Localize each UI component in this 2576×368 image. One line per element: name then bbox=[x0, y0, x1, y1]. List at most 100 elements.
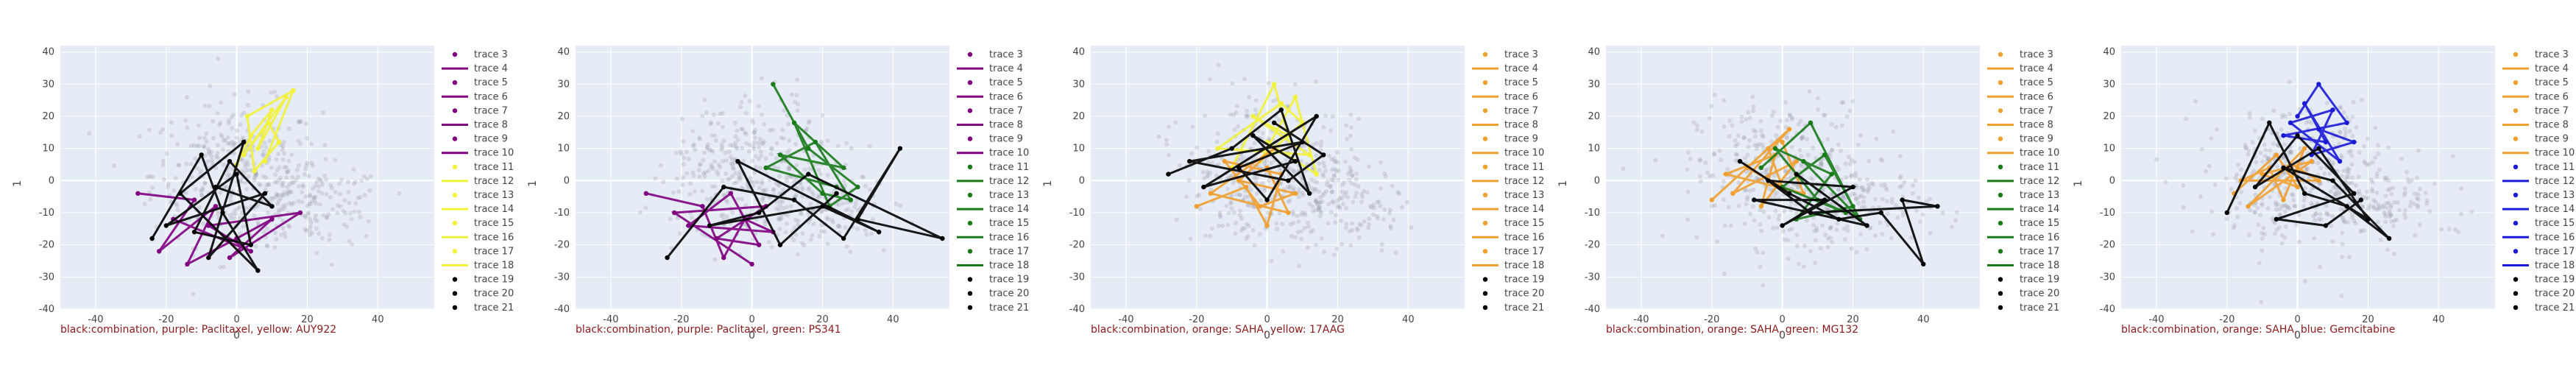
background-point bbox=[224, 185, 229, 189]
background-point bbox=[2371, 198, 2376, 203]
background-point bbox=[1722, 223, 1727, 228]
background-point bbox=[2370, 188, 2375, 194]
background-point bbox=[780, 199, 785, 205]
background-point bbox=[804, 126, 810, 131]
background-point bbox=[2371, 204, 2376, 209]
background-point bbox=[1797, 147, 1802, 152]
background-point bbox=[1798, 118, 1803, 124]
background-point bbox=[2259, 300, 2264, 305]
background-point bbox=[1310, 228, 1315, 233]
background-point bbox=[776, 183, 782, 188]
background-point bbox=[659, 163, 663, 168]
background-point bbox=[1833, 124, 1839, 130]
background-point bbox=[2252, 210, 2257, 215]
legend-label: trace 11 bbox=[1504, 162, 1544, 173]
background-point bbox=[795, 222, 800, 227]
background-point bbox=[1205, 169, 1210, 174]
scatter-chart-2[interactable]: -40 -20 0 20 40-40-30-20-1001020304001trace … bbox=[515, 0, 1030, 368]
background-point bbox=[684, 171, 690, 176]
x-axis-title: 0 bbox=[1264, 330, 1270, 342]
background-point bbox=[1759, 228, 1764, 233]
background-point bbox=[218, 265, 223, 269]
data-point-green bbox=[855, 184, 860, 190]
background-point bbox=[309, 141, 314, 146]
legend-marker bbox=[1998, 80, 2003, 85]
subplot-4: -40 -20 0 20 40 -40 -30 -20 -10 0 10 20 30 40 0 1 trace … bbox=[1546, 0, 2061, 368]
background-point bbox=[2262, 232, 2267, 237]
data-point-black bbox=[269, 204, 275, 209]
background-point bbox=[2260, 202, 2265, 208]
background-point bbox=[1818, 159, 1823, 164]
background-point bbox=[1902, 180, 1907, 185]
background-point bbox=[2309, 120, 2314, 125]
legend-label: trace 4 bbox=[2535, 63, 2569, 74]
data-point-black bbox=[1900, 197, 1905, 202]
legend-label: trace 19 bbox=[2535, 275, 2575, 286]
background-point bbox=[761, 141, 766, 146]
background-point bbox=[863, 227, 868, 233]
scatter-chart-5[interactable]: -40 -20 0 20 40-40-30-20-1001020304001trace … bbox=[2061, 0, 2576, 368]
background-point bbox=[1293, 235, 1298, 240]
background-point bbox=[1795, 185, 1800, 190]
background-point bbox=[210, 160, 215, 166]
background-point bbox=[2386, 200, 2391, 205]
background-point bbox=[720, 178, 725, 183]
background-point bbox=[1900, 183, 1905, 188]
background-point bbox=[280, 226, 286, 231]
scatter-chart-3[interactable]: -40 -20 0 20 40-40-30-20-1001020304001trace … bbox=[1030, 0, 1546, 368]
background-point bbox=[1754, 175, 1759, 180]
background-point bbox=[2287, 79, 2292, 85]
background-point bbox=[2250, 140, 2255, 145]
scatter-chart-4[interactable]: -40 -20 0 20 40-40-30-20-1001020304001trace … bbox=[1546, 0, 2061, 368]
data-point-green bbox=[1808, 120, 1814, 125]
background-point bbox=[1336, 177, 1341, 183]
background-point bbox=[2353, 183, 2358, 188]
background-point bbox=[338, 204, 343, 209]
data-point-purple bbox=[643, 191, 648, 196]
background-point bbox=[219, 100, 224, 105]
y-tick-label: 30 bbox=[1072, 79, 1085, 90]
background-point bbox=[2262, 142, 2267, 147]
background-point bbox=[1164, 142, 1170, 147]
background-point bbox=[2403, 208, 2408, 213]
background-point bbox=[238, 179, 244, 184]
background-point bbox=[2283, 224, 2288, 229]
background-point bbox=[835, 224, 841, 228]
background-point bbox=[829, 217, 835, 222]
background-point bbox=[1314, 141, 1319, 146]
background-point bbox=[1237, 192, 1242, 197]
legend-label: trace 4 bbox=[1504, 63, 1538, 74]
legend-label: trace 16 bbox=[1504, 232, 1544, 243]
background-point bbox=[1816, 107, 1821, 112]
background-point bbox=[2403, 216, 2408, 220]
x-tick-label: -20 bbox=[1704, 314, 1719, 325]
plot-area bbox=[60, 46, 434, 309]
y-tick-label: 20 bbox=[557, 111, 570, 122]
data-point-orange bbox=[1264, 223, 1270, 228]
x-tick-label: -40 bbox=[2148, 314, 2164, 325]
background-point bbox=[175, 208, 180, 213]
background-point bbox=[723, 150, 728, 155]
background-point bbox=[1334, 169, 1339, 174]
background-point bbox=[344, 224, 350, 230]
background-point bbox=[2247, 110, 2252, 116]
background-point bbox=[286, 188, 291, 194]
background-point bbox=[1736, 180, 1741, 185]
background-point bbox=[1953, 218, 1958, 223]
background-point bbox=[762, 222, 768, 227]
x-tick-label: 40 bbox=[1917, 314, 1930, 325]
background-point bbox=[709, 164, 714, 169]
background-point bbox=[712, 133, 718, 138]
legend-marker bbox=[1482, 305, 1488, 310]
data-point-black bbox=[1822, 197, 1827, 202]
background-point bbox=[222, 163, 227, 167]
background-point bbox=[2333, 194, 2338, 198]
background-point bbox=[1317, 208, 1323, 213]
background-point bbox=[2388, 205, 2393, 210]
background-point bbox=[308, 220, 314, 225]
background-point bbox=[2288, 150, 2293, 155]
background-point bbox=[2260, 116, 2265, 121]
background-point bbox=[185, 125, 190, 130]
scatter-chart-1[interactable]: -40 -20 0 20 40-40-30-20-1001020304001trace … bbox=[0, 0, 515, 368]
